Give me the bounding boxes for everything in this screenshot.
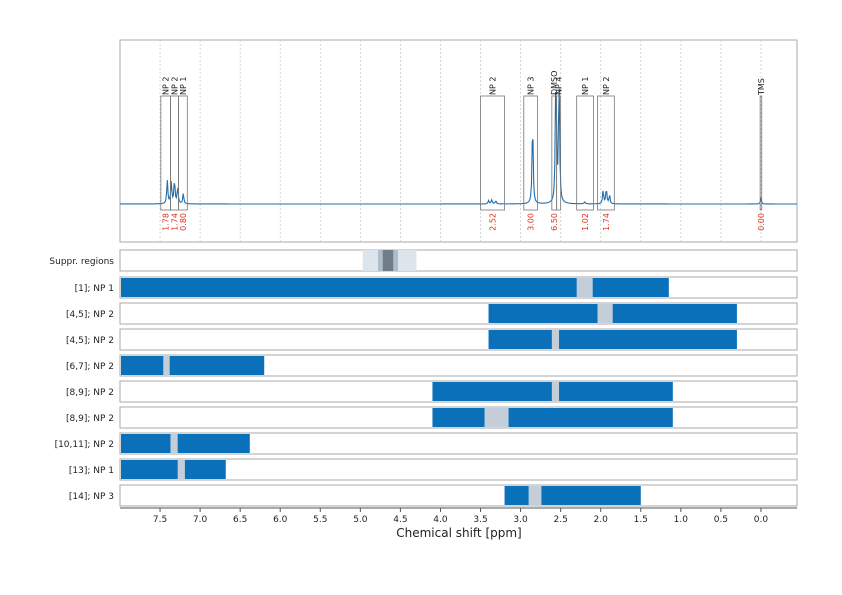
x-tick-label: 4.5 (393, 515, 407, 525)
x-tick-label: 6.5 (233, 515, 247, 525)
x-tick-label: 5.5 (313, 515, 327, 525)
row-frame (119, 249, 798, 272)
row-frame (119, 458, 798, 481)
integral-value-label: 0.80 (179, 213, 188, 231)
x-tick-label: 7.0 (193, 515, 208, 525)
x-axis: 7.5 7.0 6.5 6.0 5.5 5.0 4.5 4.0 3.5 3.0 2.5 2.0 1.5 1… (120, 507, 797, 525)
integral-value-label: 3.00 (527, 213, 536, 231)
peak-region-box (576, 95, 594, 211)
x-tick-label: 1.0 (674, 515, 689, 525)
peak-region-box (160, 95, 171, 211)
x-tick-label: 3.0 (513, 515, 528, 525)
range-bar (121, 460, 226, 479)
x-tick-label: 1.5 (634, 515, 648, 525)
integral-value-label: 0.00 (757, 213, 766, 231)
peak-assignment-label: NP 1 (179, 77, 188, 95)
range-gap (576, 278, 593, 297)
x-tick-label: 7.5 (153, 515, 167, 525)
x-tick-label: 2.5 (553, 515, 567, 525)
x-tick-label: 0.0 (754, 515, 769, 525)
range-gap (528, 486, 542, 505)
peak-assignment-label: NP 1 (581, 77, 590, 95)
integral-value-label: 1.02 (581, 213, 590, 231)
range-bar (504, 486, 641, 505)
integral-value-label: 2.52 (489, 213, 498, 231)
row-frame (119, 432, 798, 455)
range-bar (121, 356, 265, 375)
peak-region-box (178, 95, 188, 211)
peak-assignment-label: NP 2 (170, 77, 179, 95)
suppression-region (382, 250, 394, 271)
integral-value-label: 1.74 (602, 213, 611, 231)
peak-assignment-label: NP 2 (602, 77, 611, 95)
row-label: [10,11]; NP 2 (55, 440, 114, 450)
range-rows-panel: Suppr. regions [1]; NP 1 [4,5]; NP 2 [4,5];… (49, 249, 798, 507)
integral-value-label: 1.78 (162, 213, 171, 231)
x-tick-label: 2.0 (594, 515, 609, 525)
peak-assignment-label: NP 2 (489, 77, 498, 95)
range-bar (488, 330, 737, 349)
row-label: [8,9]; NP 2 (66, 414, 114, 424)
row-label: [6,7]; NP 2 (66, 362, 114, 372)
row-label: [14]; NP 3 (69, 492, 114, 502)
range-gap (597, 304, 613, 323)
peak-region-box (523, 95, 538, 211)
range-bar (121, 434, 250, 453)
peak-assignment-label: NP 2 (162, 77, 171, 95)
row-label: Suppr. regions (49, 257, 114, 267)
integral-value-label: 1.74 (170, 213, 179, 231)
peak-assignment-label: NP 4 (555, 77, 564, 95)
peak-assignment-label: NP 3 (527, 77, 536, 95)
row-label: [8,9]; NP 2 (66, 388, 114, 398)
row-frame (119, 354, 798, 377)
x-tick-label: 5.0 (353, 515, 368, 525)
x-tick-label: 0.5 (714, 515, 728, 525)
spectrum-frame (119, 39, 798, 243)
row-frame (119, 484, 798, 507)
row-label: [4,5]; NP 2 (66, 310, 114, 320)
row-label: [13]; NP 1 (69, 466, 114, 476)
range-gap (170, 434, 178, 453)
range-gap (177, 460, 185, 479)
peak-assignment-label: TMS (757, 78, 766, 96)
peak-region-box (556, 95, 562, 211)
range-gap (551, 330, 560, 349)
peak-assignment-label: DMSO (550, 71, 559, 95)
row-label: [1]; NP 1 (75, 284, 114, 294)
peak-region-box (597, 95, 615, 211)
spectrum-panel: NP 2 1.78 NP 2 1.74 NP 1 0.80 NP 2 2.52 NP 3 3.00… (119, 39, 798, 243)
x-tick-label: 6.0 (273, 515, 288, 525)
range-gap (163, 356, 170, 375)
integral-value-label: 6.50 (550, 213, 559, 231)
range-bar (121, 278, 669, 297)
x-tick-label: 3.5 (473, 515, 487, 525)
spectrum-line (120, 88, 797, 205)
range-gap (484, 408, 509, 427)
peak-region-box (480, 95, 505, 211)
range-bar (432, 408, 673, 427)
x-axis-label: Chemical shift [ppm] (396, 526, 522, 540)
row-label: [4,5]; NP 2 (66, 336, 114, 346)
x-tick-label: 4.0 (433, 515, 448, 525)
peak-region-box (759, 95, 763, 211)
range-gap (551, 382, 560, 401)
